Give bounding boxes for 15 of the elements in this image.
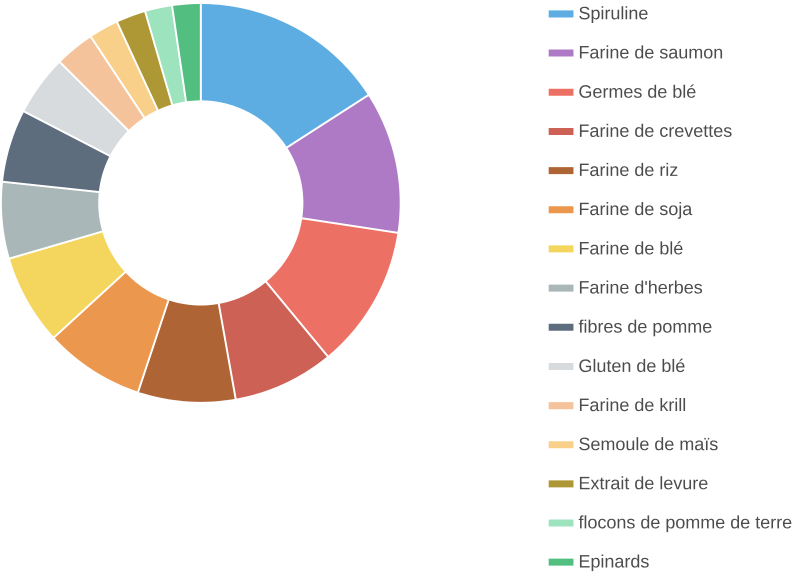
legend-label: Farine d'herbes: [580, 280, 702, 294]
legend-label: Farine de riz: [580, 162, 678, 176]
legend-label: Epinards: [580, 554, 649, 572]
legend-label: fibres de pomme: [578, 320, 712, 336]
legend-label: Semoule de maïs: [579, 437, 718, 450]
legend-label: Farine de blé: [580, 241, 683, 255]
legend-label: Farine de krill: [580, 398, 686, 412]
legend-label: Farine de crevettes: [580, 124, 732, 137]
legend-label: Spiruline: [579, 6, 648, 23]
legend-label: Germes de blé: [579, 84, 696, 98]
legend-label: Farine de soja: [580, 202, 692, 219]
legend-label: Farine de saumon: [580, 45, 722, 59]
legend-label: Extrait de levure: [580, 476, 708, 490]
legend-label: flocons de pomme de terre: [578, 515, 792, 532]
legend-label: Gluten de blé: [579, 358, 685, 372]
